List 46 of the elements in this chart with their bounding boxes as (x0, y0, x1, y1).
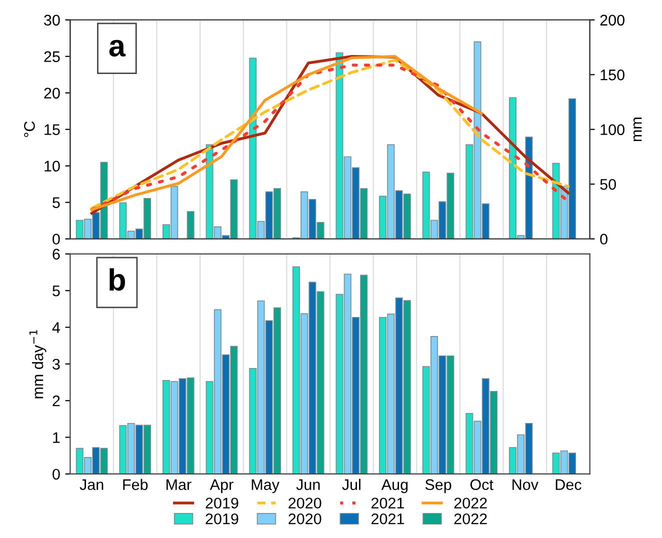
legend-label: 2019 (206, 498, 238, 509)
annotation: b (110, 268, 126, 291)
x-tick-label: Mar (166, 479, 192, 490)
x-tick-label: Feb (123, 478, 148, 490)
line-series (90, 55, 483, 212)
legend-label: 2021 (371, 513, 404, 524)
y-tick-label: 0 (52, 234, 60, 245)
y2-tick-label: 50 (600, 179, 616, 190)
x-tick-label: Aug (381, 479, 408, 494)
y-tick-label: 5 (52, 197, 60, 208)
x-tick-label: Nov (512, 479, 538, 490)
x-tick-label: Jun (296, 479, 320, 490)
y-axis-title: mm day$^{−1}$ (29, 330, 46, 398)
legend-label: 2021 (371, 498, 404, 509)
x-tick-label: May (252, 479, 280, 494)
x-tick-label: Oct (470, 479, 494, 490)
y-tick-label: 20 (44, 88, 60, 99)
legend-label: 2019 (206, 513, 238, 524)
y2-tick-label: 200 (600, 14, 624, 26)
y-tick-label: 15 (44, 124, 60, 136)
annotation: a (109, 40, 126, 57)
y-tick-label: 6 (52, 248, 60, 260)
bar (186, 211, 194, 239)
y-tick-label: 10 (44, 160, 60, 172)
y-tick-label: 25 (44, 51, 60, 62)
legend-label: 2020 (288, 513, 322, 524)
legend-label: 2020 (288, 498, 322, 509)
legend-label: 2022 (454, 498, 487, 509)
y2-tick-label: 100 (600, 124, 624, 136)
x-tick-label: Apr (210, 479, 234, 494)
x-tick-label: Jan (80, 479, 104, 490)
x-tick-label: Dec (556, 479, 582, 490)
legend-label: 2022 (454, 513, 487, 524)
y2-tick-label: 0 (600, 234, 608, 245)
y2-tick-label: 150 (600, 70, 624, 80)
x-tick-label: Sep (425, 479, 452, 494)
y-tick-label: 5 (52, 286, 60, 296)
x-tick-label: Jul (342, 478, 360, 490)
y-tick-label: 30 (44, 14, 60, 26)
y-tick-label: 3 (52, 358, 60, 370)
y-axis-title: °C (24, 121, 35, 138)
y2-axis-title: mm (633, 118, 642, 142)
y-tick-label: 0 (52, 468, 60, 480)
y-tick-label: 4 (52, 322, 60, 333)
y-tick-label: 1 (53, 432, 60, 443)
y-tick-label: 2 (52, 396, 60, 406)
